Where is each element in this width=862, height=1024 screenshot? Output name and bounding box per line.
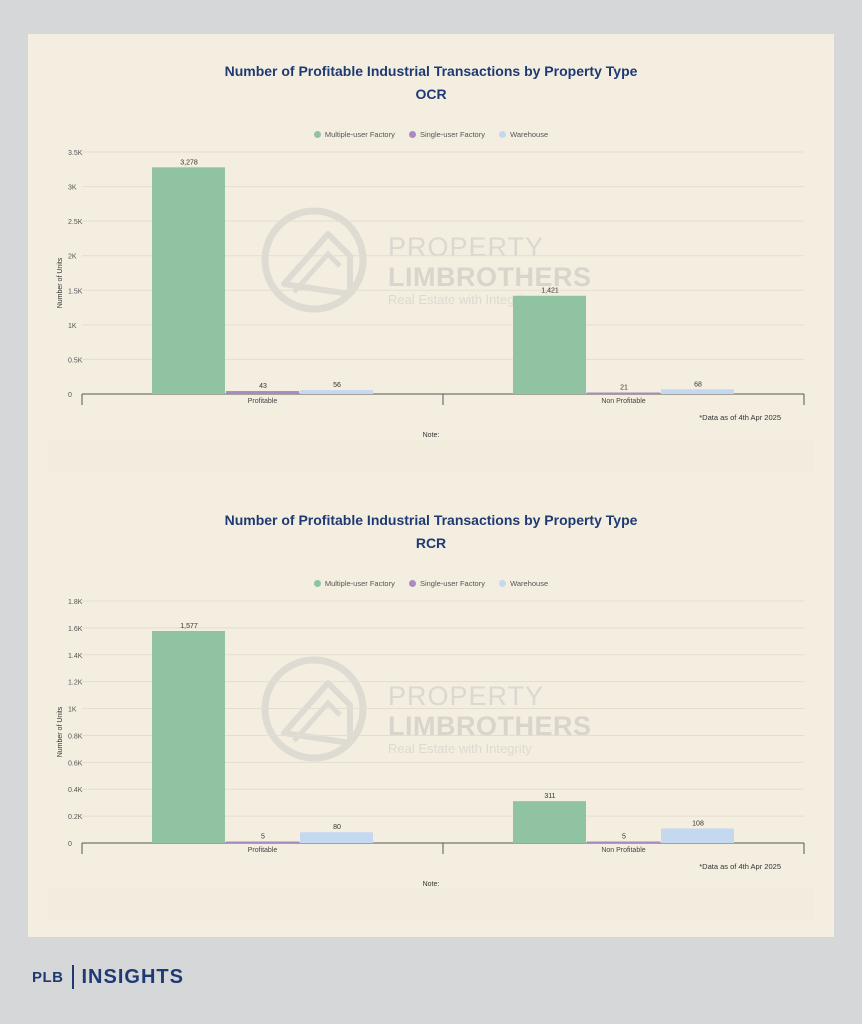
legend-swatch bbox=[313, 580, 321, 587]
footer-brand-right: INSIGHTS bbox=[81, 965, 184, 988]
data-date-annotation: *Data as of 4th Apr 2025 bbox=[699, 413, 781, 422]
y-tick-label: 3K bbox=[68, 185, 77, 192]
y-tick-label: 0 bbox=[68, 841, 72, 848]
chart-title: Number of Profitable Industrial Transact… bbox=[224, 512, 638, 528]
chart-panel-rcr: Number of Profitable Industrial Transact… bbox=[28, 483, 834, 937]
watermark-line1: PROPERTY bbox=[388, 232, 544, 262]
bar-warehouse bbox=[300, 390, 373, 394]
x-tick-label: Non Profitable bbox=[601, 847, 645, 854]
bar-multiple-user-factory bbox=[513, 295, 586, 394]
legend-swatch bbox=[408, 580, 416, 587]
legend-swatch bbox=[499, 580, 507, 587]
data-label: 21 bbox=[620, 385, 628, 392]
y-tick-label: 1K bbox=[68, 707, 77, 714]
legend-item-multiple-user-factory: Multiple-user Factory bbox=[313, 579, 395, 588]
data-label: 1,421 bbox=[541, 288, 559, 295]
infographic-card: Number of Profitable Industrial Transact… bbox=[28, 34, 834, 937]
legend-item-single-user-factory: Single-user Factory bbox=[408, 130, 485, 139]
legend-label: Warehouse bbox=[510, 130, 549, 139]
legend-item-single-user-factory: Single-user Factory bbox=[408, 579, 485, 588]
legend-swatch bbox=[313, 131, 321, 138]
legend-item-warehouse: Warehouse bbox=[499, 130, 548, 139]
watermark-line2: LIMBROTHERS bbox=[388, 711, 592, 741]
data-label: 1,577 bbox=[180, 623, 198, 630]
chart-legend: Multiple-user Factory Single-user Factor… bbox=[28, 579, 834, 588]
y-tick-label: 1.2K bbox=[68, 680, 83, 687]
data-label: 5 bbox=[622, 834, 626, 841]
bar-multiple-user-factory bbox=[152, 167, 225, 394]
bar-warehouse bbox=[661, 389, 734, 394]
watermark-logo-roof bbox=[281, 680, 353, 746]
chart-title: Number of Profitable Industrial Transact… bbox=[224, 63, 638, 79]
y-axis-label: Number of Units bbox=[57, 706, 64, 757]
legend-item-warehouse: Warehouse bbox=[499, 579, 548, 588]
bar-single-user-factory bbox=[587, 392, 660, 394]
data-date-annotation: *Data as of 4th Apr 2025 bbox=[699, 862, 781, 871]
footer-brand: PLB INSIGHTS bbox=[32, 964, 184, 990]
y-tick-label: 1.5K bbox=[68, 288, 83, 295]
chart-panel-ocr: Number of Profitable Industrial Transact… bbox=[28, 34, 834, 484]
legend-swatch bbox=[499, 131, 507, 138]
y-tick-label: 1.4K bbox=[68, 653, 83, 660]
y-tick-label: 3.5K bbox=[68, 150, 83, 157]
watermark-logo-icon bbox=[281, 231, 353, 297]
x-tick-label: Profitable bbox=[248, 398, 278, 405]
y-tick-label: 0.4K bbox=[68, 787, 83, 794]
watermark-line3: Real Estate with Integrity bbox=[388, 741, 532, 756]
y-tick-label: 0.5K bbox=[68, 357, 83, 364]
legend-label: Multiple-user Factory bbox=[324, 579, 395, 588]
watermark-logo-roof-inner bbox=[292, 250, 342, 294]
data-label: 68 bbox=[694, 381, 702, 388]
y-tick-label: 1.6K bbox=[68, 626, 83, 633]
footer-divider bbox=[71, 965, 74, 989]
legend-label: Warehouse bbox=[510, 579, 549, 588]
y-tick-label: 1K bbox=[68, 323, 77, 330]
bar-multiple-user-factory bbox=[152, 630, 225, 843]
data-label: 80 bbox=[333, 824, 341, 831]
note-label: Note: bbox=[423, 881, 440, 888]
bar-warehouse bbox=[300, 832, 373, 843]
legend-label: Multiple-user Factory bbox=[324, 130, 395, 139]
y-tick-label: 0 bbox=[68, 392, 72, 399]
legend-swatch bbox=[408, 131, 416, 138]
data-label: 311 bbox=[544, 793, 555, 800]
bar-multiple-user-factory bbox=[513, 801, 586, 843]
data-label: 108 bbox=[692, 820, 704, 827]
data-label: 5 bbox=[261, 834, 265, 841]
chart-legend: Multiple-user Factory Single-user Factor… bbox=[28, 130, 834, 139]
note-label: Note: bbox=[423, 432, 440, 439]
note-strip bbox=[48, 889, 814, 921]
bar-warehouse bbox=[661, 828, 734, 843]
y-tick-label: 0.2K bbox=[68, 814, 83, 821]
legend-label: Single-user Factory bbox=[419, 579, 485, 588]
note-strip bbox=[48, 440, 814, 472]
y-axis-label: Number of Units bbox=[57, 257, 64, 308]
watermark-logo-roof-inner bbox=[292, 699, 342, 743]
watermark-line1: PROPERTY bbox=[388, 681, 544, 711]
data-label: 43 bbox=[259, 383, 267, 390]
bar-single-user-factory bbox=[587, 841, 660, 843]
footer-brand-left: PLB bbox=[32, 968, 64, 986]
data-label: 3,278 bbox=[180, 159, 198, 166]
y-tick-label: 2.5K bbox=[68, 219, 83, 226]
chart-subtitle: RCR bbox=[415, 535, 447, 551]
x-tick-label: Profitable bbox=[248, 847, 278, 854]
bar-single-user-factory bbox=[226, 841, 299, 843]
bar-single-user-factory bbox=[226, 391, 299, 394]
data-label: 56 bbox=[333, 382, 341, 389]
legend-label: Single-user Factory bbox=[419, 130, 485, 139]
watermark-logo-icon bbox=[281, 680, 353, 746]
y-tick-label: 2K bbox=[68, 254, 77, 261]
x-tick-label: Non Profitable bbox=[601, 398, 645, 405]
legend-item-multiple-user-factory: Multiple-user Factory bbox=[313, 130, 395, 139]
y-tick-label: 1.8K bbox=[68, 599, 83, 606]
watermark-logo-ring bbox=[261, 207, 367, 313]
watermark-line3: Real Estate with Integrity bbox=[388, 292, 532, 307]
y-tick-label: 0.8K bbox=[68, 733, 83, 740]
chart-subtitle: OCR bbox=[415, 86, 447, 102]
watermark-line2: LIMBROTHERS bbox=[388, 262, 592, 292]
y-tick-label: 0.6K bbox=[68, 760, 83, 767]
